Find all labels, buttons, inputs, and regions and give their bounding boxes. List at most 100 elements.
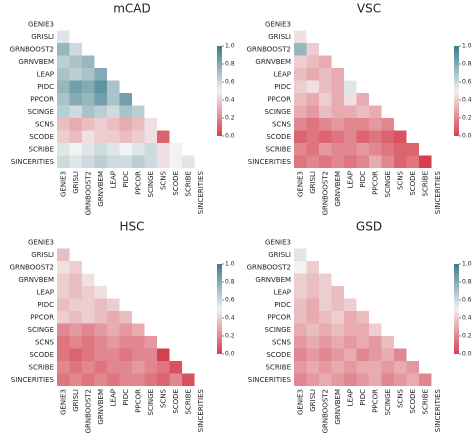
chart-title: HSC <box>119 220 144 234</box>
y-tick-label: PIDC <box>37 83 54 91</box>
heatmap-cell <box>119 118 132 131</box>
heatmap-cell <box>394 361 407 374</box>
heatmap-cell <box>331 348 344 361</box>
heatmap-cell <box>144 373 157 386</box>
x-tick-label: GRISLI <box>309 389 317 412</box>
heatmap-cell <box>356 323 369 336</box>
heatmap-cell <box>69 80 82 93</box>
heatmap-cell <box>144 336 157 349</box>
x-tick-label: SCRIBE <box>184 389 192 414</box>
heatmap-cell <box>319 55 332 68</box>
heatmap-cell <box>306 373 319 386</box>
heatmap-cell <box>94 286 107 299</box>
heatmap-cell <box>157 130 170 143</box>
y-tick-label: SINCERITIES <box>11 158 55 166</box>
heatmap-cell <box>69 311 82 324</box>
heatmap-cell <box>294 143 307 156</box>
x-tick-label: GENIE3 <box>296 389 304 415</box>
heatmap-cell <box>356 311 369 324</box>
heatmap-cell <box>57 373 70 386</box>
colorbar-tick-label: 0.8 <box>225 279 235 286</box>
heatmap-cell <box>306 118 319 131</box>
heatmap-cell <box>169 143 182 156</box>
y-tick-label: SINCERITIES <box>248 158 292 166</box>
heatmap-cell <box>82 373 95 386</box>
heatmap-cell <box>319 373 332 386</box>
heatmap-cell <box>94 130 107 143</box>
y-tick-label: GRNVBEM <box>255 58 291 66</box>
heatmap-cell <box>169 361 182 374</box>
heatmap-cell <box>94 105 107 118</box>
heatmap-cell <box>107 155 120 168</box>
heatmap-cell <box>119 143 132 156</box>
heatmap-cell <box>82 336 95 349</box>
colorbar-tick-label: 1.0 <box>225 43 235 50</box>
heatmap-cell <box>107 105 120 118</box>
x-tick-label: SCODE <box>409 389 417 414</box>
y-tick-label: PPCOR <box>30 313 54 321</box>
x-tick-label: SCINGE <box>147 171 155 197</box>
colorbar-tick-label: 0.0 <box>462 133 472 140</box>
heatmap-cell <box>57 118 70 131</box>
x-tick-label: GRNVBEM <box>334 389 342 425</box>
heatmap-cell <box>294 348 307 361</box>
heatmap-cell <box>57 323 70 336</box>
heatmap-cell <box>94 155 107 168</box>
x-tick-label: SCRIBE <box>421 171 429 196</box>
x-tick-label: GRISLI <box>72 171 80 194</box>
heatmap-cell <box>356 373 369 386</box>
heatmap-cell <box>94 348 107 361</box>
heatmap-cell <box>294 130 307 143</box>
heatmap-cell <box>107 130 120 143</box>
heatmap-cell <box>394 143 407 156</box>
x-tick-label: LEAP <box>346 171 354 188</box>
colorbar <box>454 264 459 354</box>
x-tick-label: PPCOR <box>134 389 142 413</box>
y-tick-label: LEAP <box>37 70 54 78</box>
heatmap-cell <box>344 311 357 324</box>
heatmap-cell <box>132 348 145 361</box>
heatmap-cell <box>369 336 382 349</box>
heatmap-cell <box>132 155 145 168</box>
heatmap-cell <box>306 273 319 286</box>
heatmap-cell <box>169 373 182 386</box>
heatmap-cell <box>69 298 82 311</box>
heatmap-cell <box>182 155 195 168</box>
heatmap-cell <box>306 155 319 168</box>
heatmap-cell <box>69 348 82 361</box>
heatmap-cell <box>294 311 307 324</box>
heatmap-cell <box>57 261 70 274</box>
heatmap-cell <box>356 155 369 168</box>
heatmap-cell <box>82 55 95 68</box>
heatmap-cell <box>157 373 170 386</box>
heatmap-cell <box>344 348 357 361</box>
heatmap-cell <box>331 68 344 81</box>
x-tick-label: PIDC <box>122 389 130 406</box>
heatmap-cell <box>144 118 157 131</box>
heatmap-cell <box>69 93 82 106</box>
heatmap-cell <box>294 80 307 93</box>
x-tick-label: SCNS <box>396 388 404 408</box>
heatmap-cell <box>132 373 145 386</box>
heatmap-cell <box>356 105 369 118</box>
heatmap-cell <box>69 323 82 336</box>
heatmap-cell <box>394 348 407 361</box>
heatmap-cell <box>319 93 332 106</box>
heatmap-cell <box>369 143 382 156</box>
y-tick-label: GRNBOOST2 <box>247 45 291 53</box>
heatmap-cell <box>319 80 332 93</box>
heatmap-cell <box>369 323 382 336</box>
colorbar-tick-label: 0.4 <box>225 97 235 104</box>
x-tick-label: GRISLI <box>72 389 80 412</box>
colorbar-tick-label: 0.4 <box>225 315 235 322</box>
y-tick-label: GENIE3 <box>265 238 291 246</box>
y-tick-label: SCODE <box>29 133 54 141</box>
heatmap-cell <box>306 323 319 336</box>
heatmap-cell <box>69 336 82 349</box>
heatmap-cell <box>419 373 432 386</box>
heatmap-cell <box>294 298 307 311</box>
colorbar-tick-label: 0.6 <box>225 79 235 86</box>
heatmap-cell <box>294 155 307 168</box>
heatmap-cell <box>132 323 145 336</box>
